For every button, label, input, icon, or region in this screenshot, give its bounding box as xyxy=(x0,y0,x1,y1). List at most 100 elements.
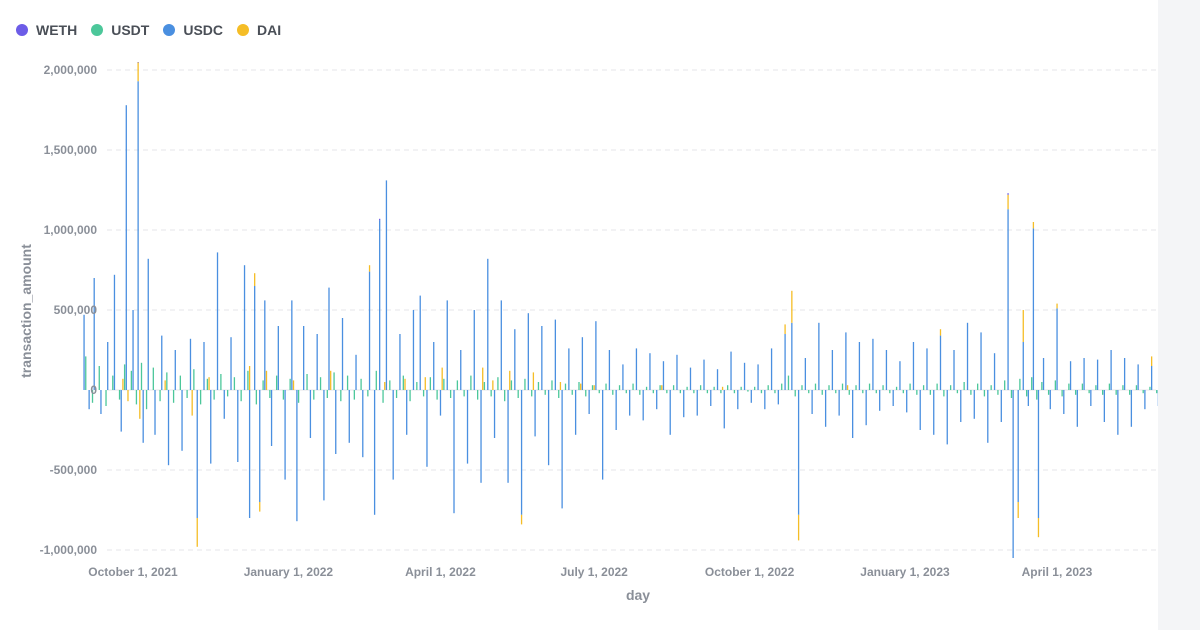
bar-usdt xyxy=(882,385,884,390)
bar-usdt xyxy=(679,390,682,394)
bar-usdc xyxy=(791,322,793,390)
x-axis-title: day xyxy=(626,587,650,603)
bar-usdc xyxy=(487,258,489,390)
bar-usdt xyxy=(1149,386,1151,390)
x-tick-label: October 1, 2022 xyxy=(705,565,795,579)
bar-usdc xyxy=(473,310,475,390)
bar-usdc xyxy=(662,361,665,390)
legend-item-usdc[interactable]: USDC xyxy=(163,22,223,38)
legend-item-dai[interactable]: DAI xyxy=(237,22,281,38)
bar-usdt xyxy=(206,378,209,390)
bar-dai xyxy=(254,273,256,286)
x-tick-label: April 1, 2022 xyxy=(405,565,476,579)
bar-dai xyxy=(122,378,124,390)
x-tick-label: January 1, 2022 xyxy=(244,565,334,579)
bar-usdc xyxy=(824,390,827,427)
bar-dai xyxy=(441,367,443,390)
bar-dai xyxy=(492,380,494,390)
bar-usdc xyxy=(493,390,496,438)
bar-usdc xyxy=(1117,390,1119,435)
bar-usdc xyxy=(500,300,502,390)
bar-dai xyxy=(208,377,210,390)
bar-usdt xyxy=(814,383,817,390)
bar-usdc xyxy=(1022,342,1024,390)
y-tick-label: 1,000,000 xyxy=(44,223,98,237)
legend-label-usdt: USDT xyxy=(111,22,150,38)
bar-usdt xyxy=(585,390,587,397)
bar-usdc xyxy=(683,390,685,418)
bar-usdc xyxy=(818,322,820,390)
bar-usdt xyxy=(422,390,425,397)
bar-usdc xyxy=(125,105,127,390)
bar-dai xyxy=(404,378,406,390)
bar-usdc xyxy=(296,390,298,522)
bar-usdc xyxy=(534,390,536,437)
bar-usdc xyxy=(466,390,469,464)
bar-dai xyxy=(292,380,295,390)
bar-usdt xyxy=(1115,390,1117,395)
bar-usdt xyxy=(105,390,107,406)
bar-usdc xyxy=(167,390,170,466)
bar-usdt xyxy=(220,374,222,390)
bar-usdc xyxy=(1103,390,1105,422)
bar-usdt xyxy=(855,385,857,390)
bar-usdt xyxy=(558,390,560,398)
bar-usdt xyxy=(868,383,871,390)
bar-usdt xyxy=(429,377,432,390)
bar-usdc xyxy=(649,353,651,390)
bar-usdt xyxy=(551,380,553,390)
bar-usdc xyxy=(953,350,955,390)
bar-usdt xyxy=(740,386,742,390)
bar-usdt xyxy=(1108,383,1111,390)
bar-dai xyxy=(846,385,849,390)
bar-usdt xyxy=(159,390,161,402)
bar-usdt xyxy=(706,390,709,394)
legend-item-weth[interactable]: WETH xyxy=(16,22,77,38)
legend-label-weth: WETH xyxy=(36,22,78,38)
bar-usdt xyxy=(306,374,308,390)
legend-swatch-dai xyxy=(237,24,250,36)
bar-weth xyxy=(1007,193,1009,195)
bar-usdt xyxy=(618,385,621,390)
bar-usdt xyxy=(255,390,258,405)
bar-usdt xyxy=(591,385,594,390)
bar-usdc xyxy=(777,390,779,405)
bar-dai xyxy=(509,370,511,390)
bar-usdt xyxy=(1025,390,1028,397)
bar-usdt xyxy=(463,390,465,397)
bar-usdc xyxy=(784,334,786,390)
bar-usdt xyxy=(828,385,830,390)
bar-usdt xyxy=(1074,390,1077,395)
bar-usdc xyxy=(1007,209,1009,390)
bar-usdc xyxy=(237,390,239,462)
x-tick-label: October 1, 2021 xyxy=(88,565,178,579)
bar-dai xyxy=(248,366,251,390)
bar-usdc xyxy=(656,390,658,410)
bar-usdt xyxy=(909,383,911,390)
legend-swatch-usdc xyxy=(163,24,176,36)
bar-usdt xyxy=(598,390,600,394)
bar-usdc xyxy=(993,353,996,390)
chart-legend: WETH USDT USDC DAI xyxy=(16,22,295,38)
bar-dai xyxy=(265,370,268,390)
bar-usdt xyxy=(929,390,932,395)
bar-usdt xyxy=(1010,390,1013,398)
bar-usdt xyxy=(517,390,519,398)
bar-usdt xyxy=(389,380,391,390)
bar-usdc xyxy=(946,390,948,445)
bar-usdt xyxy=(375,370,377,390)
bar-usdt xyxy=(346,375,349,390)
bar-usdc xyxy=(189,338,192,390)
bar-usdt xyxy=(699,385,702,390)
bar-usdt xyxy=(402,375,404,390)
bar-usdt xyxy=(353,390,355,400)
bar-usdt xyxy=(612,390,614,395)
bar-usdc xyxy=(355,354,357,390)
bar-usdt xyxy=(720,390,722,394)
bar-usdt xyxy=(578,382,580,390)
bar-usdc xyxy=(980,332,982,390)
bar-usdt xyxy=(497,377,499,390)
bar-usdt xyxy=(977,383,979,390)
legend-item-usdt[interactable]: USDT xyxy=(91,22,149,38)
bar-usdt xyxy=(537,382,540,390)
